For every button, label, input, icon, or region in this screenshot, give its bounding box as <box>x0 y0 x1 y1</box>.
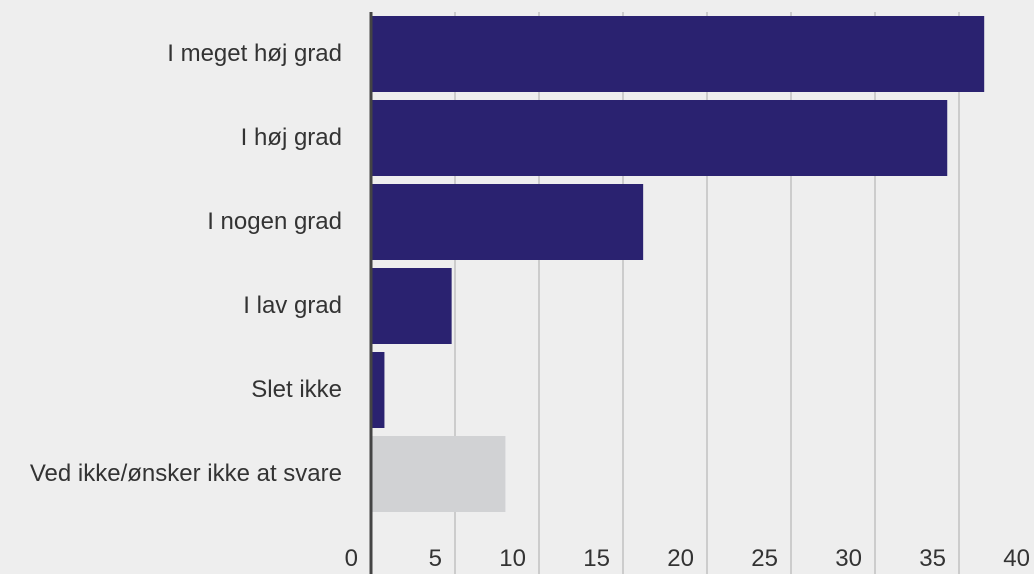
x-tick-label: 35 <box>919 545 946 572</box>
bar <box>371 16 985 92</box>
y-tick-label: I lav grad <box>243 292 342 319</box>
bar <box>371 268 452 344</box>
y-tick-label: I høj grad <box>240 124 342 151</box>
x-tick-label: 0 <box>345 545 358 572</box>
bar <box>371 352 385 428</box>
x-tick-label: 20 <box>667 545 694 572</box>
x-tick-label: 15 <box>583 545 610 572</box>
x-tick-label: 40 <box>1003 545 1030 572</box>
bar <box>371 184 644 260</box>
x-tick-label: 10 <box>499 545 526 572</box>
x-tick-label: 25 <box>751 545 778 572</box>
y-tick-label: I nogen grad <box>207 208 342 235</box>
y-tick-label: Ved ikke/ønsker ikke at svare <box>29 460 342 487</box>
y-tick-label: Slet ikke <box>251 376 342 403</box>
bar <box>371 100 948 176</box>
x-tick-label: 5 <box>429 545 442 572</box>
bar <box>371 436 506 512</box>
x-tick-label: 30 <box>835 545 862 572</box>
y-tick-label: I meget høj grad <box>167 40 342 67</box>
